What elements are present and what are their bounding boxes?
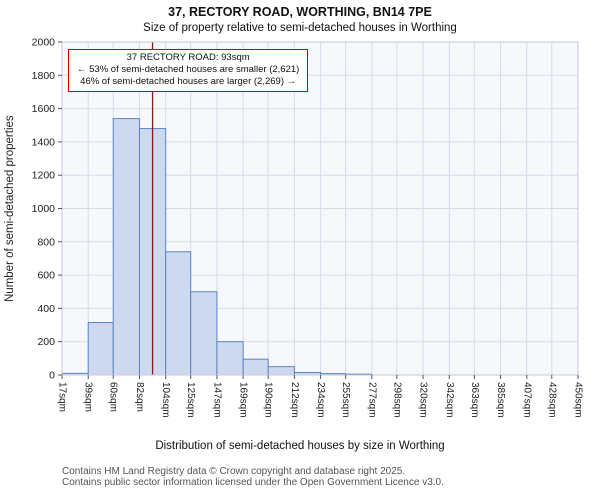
x-tick-label: 407sqm — [521, 382, 532, 418]
footer-line-2: Contains public sector information licen… — [62, 477, 444, 488]
chart-subtitle: Size of property relative to semi-detach… — [143, 22, 457, 34]
footer-line-1: Contains HM Land Registry data © Crown c… — [62, 466, 406, 477]
x-tick-label: 342sqm — [444, 382, 455, 418]
x-tick-label: 320sqm — [418, 382, 429, 418]
x-tick-label: 428sqm — [546, 382, 557, 418]
x-axis-title: Distribution of semi-detached houses by … — [155, 440, 445, 452]
histogram-bar — [242, 358, 269, 376]
histogram-bar — [112, 118, 140, 376]
y-tick-label: 2000 — [32, 37, 56, 49]
histogram-bar — [216, 341, 244, 376]
y-tick-label: 800 — [37, 236, 55, 248]
y-tick-label: 1400 — [32, 136, 56, 148]
histogram-bar — [267, 366, 295, 376]
histogram-bar — [190, 291, 218, 376]
y-tick-label: 1200 — [32, 170, 56, 182]
annotation-line-larger: 46% of semi-detached houses are larger (… — [80, 76, 297, 87]
annotation-line-address: 37 RECTORY ROAD: 93sqm — [126, 52, 250, 63]
y-tick-label: 0 — [49, 370, 55, 382]
x-tick-label: 60sqm — [108, 382, 119, 412]
x-tick-label: 82sqm — [134, 382, 145, 412]
y-tick-label: 600 — [37, 270, 55, 282]
x-tick-label: 255sqm — [340, 382, 351, 418]
x-tick-label: 450sqm — [573, 382, 584, 418]
y-tick-label: 200 — [37, 336, 55, 348]
annotation-line-smaller: ← 53% of semi-detached houses are smalle… — [77, 64, 300, 75]
y-tick-label: 1600 — [32, 103, 56, 115]
y-tick-label: 1800 — [32, 70, 56, 82]
x-tick-label: 298sqm — [391, 382, 402, 418]
footer: Contains HM Land Registry data © Crown c… — [62, 466, 592, 488]
x-tick-label: 39sqm — [83, 382, 94, 412]
x-tick-label: 190sqm — [263, 382, 274, 418]
x-tick-label: 17sqm — [57, 382, 68, 412]
y-tick-label: 1000 — [32, 203, 56, 215]
x-tick-label: 125sqm — [185, 382, 196, 418]
x-tick-label: 169sqm — [238, 382, 249, 418]
histogram-bar — [87, 322, 114, 376]
x-tick-label: 234sqm — [315, 382, 326, 418]
annotation-box: 37 RECTORY ROAD: 93sqm ← 53% of semi-det… — [68, 49, 309, 92]
x-tick-label: 277sqm — [366, 382, 377, 418]
y-tick-label: 400 — [37, 303, 55, 315]
y-axis-title: Number of semi-detached properties — [4, 115, 16, 302]
x-tick-label: 147sqm — [211, 382, 222, 418]
x-tick-label: 385sqm — [495, 382, 506, 418]
histogram-chart: 0 200 400 600 800 1000 1200 1400 1600 1800 2000 17s… — [32, 37, 584, 418]
x-tick-label: 363sqm — [469, 382, 480, 418]
x-tick-label: 212sqm — [289, 382, 300, 418]
page-title: 37, RECTORY ROAD, WORTHING, BN14 7PE — [168, 5, 432, 19]
x-tick-label: 104sqm — [160, 382, 171, 418]
histogram-bar — [165, 251, 192, 376]
